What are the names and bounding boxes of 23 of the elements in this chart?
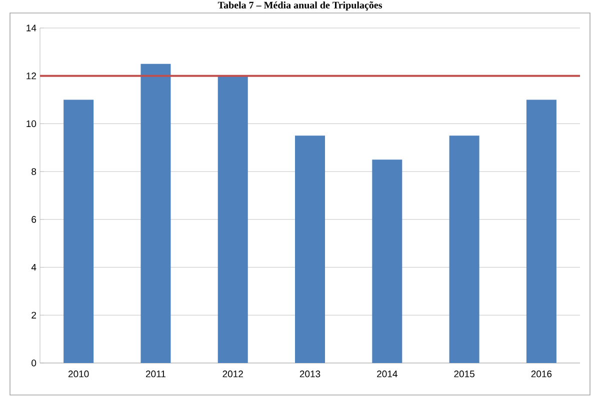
y-tick-label: 10	[26, 120, 36, 128]
y-tick-label: 14	[26, 24, 36, 32]
bar	[295, 136, 326, 363]
x-tick-label: 2014	[377, 370, 398, 378]
x-tick-label: 2012	[222, 370, 243, 378]
bar	[218, 76, 248, 363]
y-tick-label: 4	[31, 264, 36, 271]
x-tick-label: 2011	[146, 370, 166, 378]
x-tick-label: 2010	[68, 370, 89, 378]
x-tick-label: 2013	[300, 370, 320, 378]
bar	[64, 100, 94, 363]
y-tick-label: 8	[32, 168, 36, 175]
y-tick-label: 2	[32, 312, 36, 318]
bar	[449, 136, 480, 363]
bar	[372, 160, 402, 363]
y-tick-label: 6	[32, 216, 36, 223]
bar	[526, 100, 556, 363]
bar	[140, 64, 171, 363]
y-tick-label: 0	[32, 360, 36, 366]
chart-title: Tabela 7 – Média anual de Tripulações	[218, 1, 382, 11]
x-tick-label: 2016	[531, 370, 552, 378]
y-tick-label: 12	[26, 72, 36, 80]
x-tick-label: 2015	[454, 370, 474, 378]
